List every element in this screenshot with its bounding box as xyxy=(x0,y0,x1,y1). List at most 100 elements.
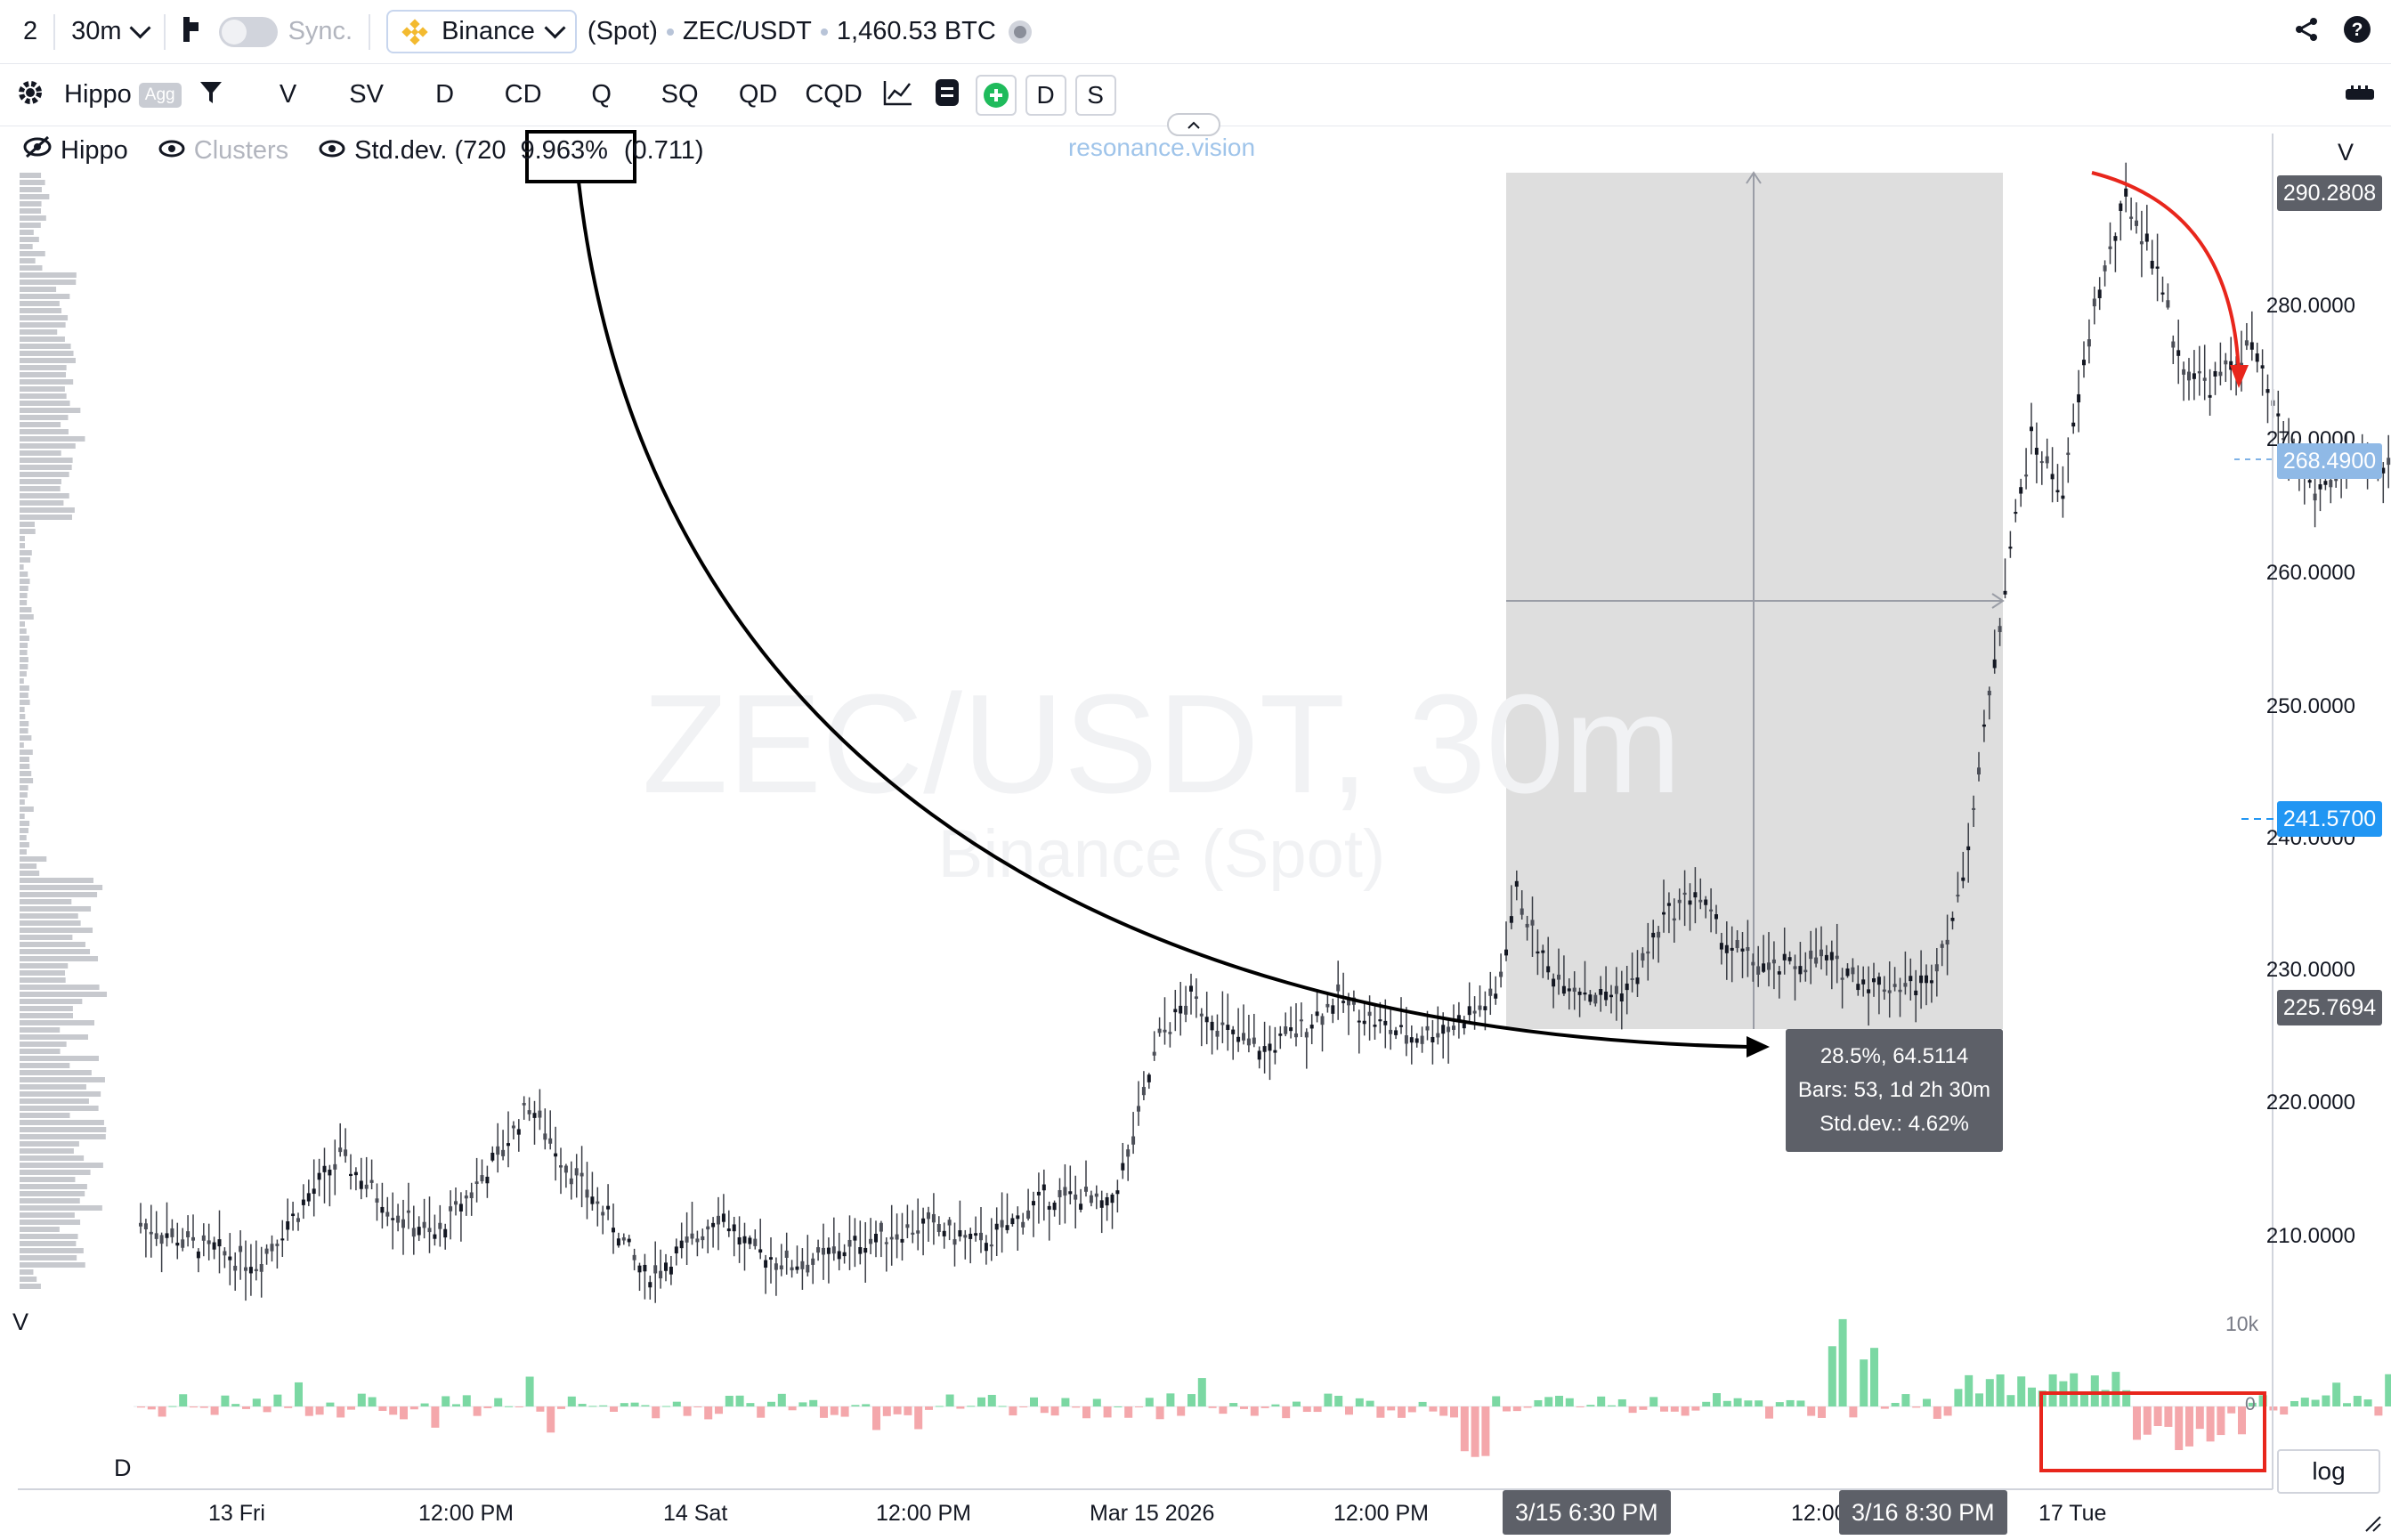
candle-body xyxy=(2176,350,2181,356)
ruler-icon[interactable] xyxy=(2345,84,2375,106)
volume-profile-bar xyxy=(20,764,30,769)
delta-bar xyxy=(1177,1406,1186,1416)
agg-badge[interactable]: Agg xyxy=(138,82,182,108)
delta-bar xyxy=(1702,1401,1711,1406)
candle-body xyxy=(364,1184,369,1189)
legend-clusters[interactable]: Clusters xyxy=(193,135,289,165)
candle-body xyxy=(322,1165,327,1172)
candle-body xyxy=(895,1234,899,1240)
candle-body xyxy=(1367,1011,1372,1017)
delta-bar xyxy=(1765,1406,1773,1419)
line-chart-icon[interactable] xyxy=(883,79,913,110)
share-icon[interactable] xyxy=(2293,16,2320,47)
candle-body xyxy=(790,1267,794,1271)
candle-body xyxy=(244,1267,247,1271)
candle-body xyxy=(1068,1191,1073,1195)
candle-body xyxy=(1861,979,1866,985)
candle-body xyxy=(469,1192,474,1199)
delta-bar xyxy=(1208,1406,1217,1408)
candle-body xyxy=(2030,426,2033,432)
candle-body xyxy=(842,1252,847,1257)
volume-profile-bar xyxy=(20,479,61,484)
d-toggle-button[interactable]: D xyxy=(1025,74,1066,116)
volume-profile-bar xyxy=(20,536,25,541)
sync-toggle[interactable] xyxy=(218,16,278,47)
indicator-sq-button[interactable]: SQ xyxy=(661,80,699,109)
candle-body xyxy=(1719,943,1723,950)
volume-profile-bar xyxy=(20,1006,73,1011)
filter-icon[interactable] xyxy=(199,80,223,109)
delta-bar xyxy=(137,1406,145,1408)
candle-body xyxy=(270,1244,274,1252)
resize-handle-icon[interactable] xyxy=(2363,1513,2382,1537)
candle-body xyxy=(648,1282,652,1288)
candle-body xyxy=(223,1251,227,1256)
sync-label: Sync. xyxy=(288,17,353,45)
indicator-cd-button[interactable]: CD xyxy=(504,80,542,109)
indicator-sv-button[interactable]: SV xyxy=(349,80,384,109)
delta-bar xyxy=(1282,1406,1291,1419)
delta-bar xyxy=(2332,1382,2341,1406)
binance-logo-icon xyxy=(401,18,428,45)
candle-body xyxy=(480,1175,484,1182)
eye-icon[interactable] xyxy=(319,136,345,166)
candle-body xyxy=(1425,1025,1430,1031)
interval-dropdown[interactable]: 30m xyxy=(71,17,151,46)
candle-body xyxy=(1210,1021,1214,1031)
volume-profile-bar xyxy=(20,500,64,506)
candle-body xyxy=(1845,968,1850,977)
delta-bar xyxy=(179,1394,188,1406)
delta-bar xyxy=(1576,1406,1585,1407)
legend-stddev-label[interactable]: Std.dev. (720 xyxy=(354,135,507,165)
candle-body xyxy=(1688,900,1692,905)
delta-bar xyxy=(1460,1406,1469,1452)
s-toggle-button[interactable]: S xyxy=(1074,74,1116,116)
delta-bar xyxy=(1975,1393,1983,1406)
exchange-dropdown[interactable]: Binance xyxy=(386,10,577,53)
candle-body xyxy=(1536,951,1540,954)
volume-profile-bar xyxy=(20,251,45,256)
volume-profile-bar xyxy=(20,1234,78,1239)
indicator-v-button[interactable]: V xyxy=(279,80,297,109)
candle-body xyxy=(2187,371,2191,381)
candle-body xyxy=(2034,448,2038,455)
layout-count-button[interactable]: 2 xyxy=(23,17,38,45)
indicator-qd-button[interactable]: QD xyxy=(738,80,778,109)
eye-icon[interactable] xyxy=(158,136,185,166)
candle-body xyxy=(1809,950,1813,960)
candle-body xyxy=(1110,1194,1114,1204)
volume-profile-bar xyxy=(20,351,74,356)
gear-icon[interactable] xyxy=(16,78,45,111)
symbol-button[interactable]: ZEC/USDT xyxy=(682,17,812,45)
eye-off-icon[interactable] xyxy=(23,135,52,166)
delta-bar xyxy=(2143,1406,2152,1435)
candle-type-icon[interactable] xyxy=(182,15,201,48)
volume-profile-bar xyxy=(20,985,100,990)
legend-hippo[interactable]: Hippo xyxy=(61,135,128,165)
delta-bar xyxy=(2385,1374,2391,1406)
indicator-q-button[interactable]: Q xyxy=(591,80,612,109)
candle-body xyxy=(1089,1195,1093,1204)
add-indicator-button[interactable] xyxy=(975,74,1017,116)
candle-body xyxy=(511,1125,515,1129)
volume-profile-bar xyxy=(20,458,73,463)
log-scale-button[interactable]: log xyxy=(2277,1449,2380,1494)
help-icon[interactable]: ? xyxy=(2343,15,2371,48)
indicator-cqd-button[interactable]: CQD xyxy=(805,80,863,109)
delta-bar xyxy=(1302,1406,1311,1413)
notes-icon[interactable] xyxy=(935,78,960,111)
candle-body xyxy=(869,1238,873,1244)
candle-body xyxy=(695,1238,700,1243)
candle-body xyxy=(1084,1187,1088,1192)
candle-body xyxy=(1252,1037,1256,1044)
candle-body xyxy=(643,1264,647,1272)
volume-profile-bar xyxy=(20,920,81,926)
indicator-d-button[interactable]: D xyxy=(435,80,455,109)
delta-bar xyxy=(904,1406,912,1415)
collapse-handle[interactable] xyxy=(1167,113,1220,136)
candle-body xyxy=(380,1206,385,1213)
candle-body xyxy=(1782,953,1787,960)
delta-bar xyxy=(2101,1390,2110,1406)
hippo-indicator-label[interactable]: Hippo xyxy=(64,80,132,109)
